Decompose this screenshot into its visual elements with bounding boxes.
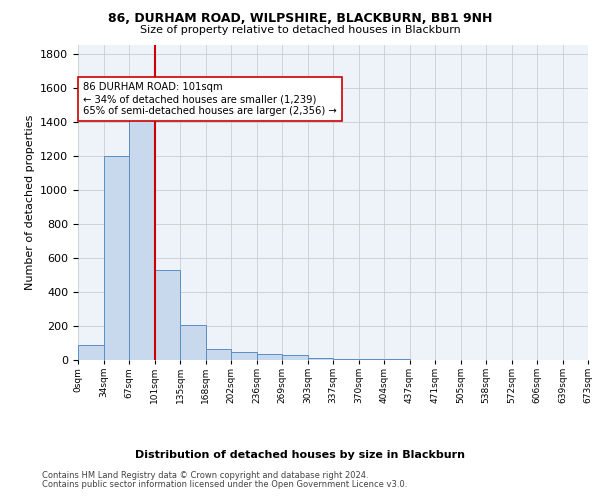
- Text: Contains public sector information licensed under the Open Government Licence v3: Contains public sector information licen…: [42, 480, 407, 489]
- Bar: [359, 359, 384, 360]
- Bar: [78, 344, 104, 360]
- Bar: [333, 358, 359, 360]
- Text: 86 DURHAM ROAD: 101sqm
← 34% of detached houses are smaller (1,239)
65% of semi-: 86 DURHAM ROAD: 101sqm ← 34% of detached…: [83, 82, 337, 116]
- Bar: [231, 352, 257, 360]
- Bar: [205, 349, 231, 360]
- Bar: [308, 358, 333, 360]
- Bar: [257, 354, 282, 360]
- Bar: [180, 325, 205, 360]
- Text: Size of property relative to detached houses in Blackburn: Size of property relative to detached ho…: [140, 25, 460, 35]
- Bar: [155, 270, 180, 360]
- Bar: [282, 355, 308, 360]
- Text: Contains HM Land Registry data © Crown copyright and database right 2024.: Contains HM Land Registry data © Crown c…: [42, 471, 368, 480]
- Bar: [104, 156, 129, 360]
- Bar: [129, 113, 155, 360]
- Text: 86, DURHAM ROAD, WILPSHIRE, BLACKBURN, BB1 9NH: 86, DURHAM ROAD, WILPSHIRE, BLACKBURN, B…: [108, 12, 492, 26]
- Y-axis label: Number of detached properties: Number of detached properties: [25, 115, 35, 290]
- Text: Distribution of detached houses by size in Blackburn: Distribution of detached houses by size …: [135, 450, 465, 460]
